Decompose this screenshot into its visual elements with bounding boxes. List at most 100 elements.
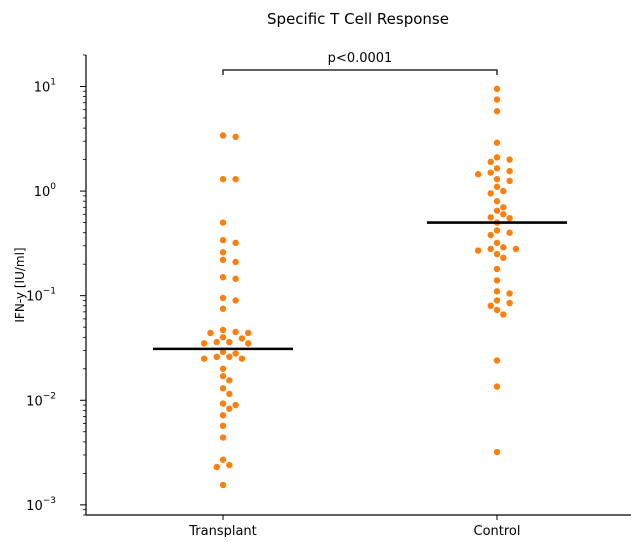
data-point-transplant (200, 340, 208, 347)
data-point-transplant (219, 132, 227, 139)
data-point-transplant (232, 328, 239, 336)
data-point-transplant (219, 411, 227, 419)
data-point-control (493, 227, 501, 234)
y-tick-label: 10−3 (26, 496, 56, 514)
data-point-transplant (219, 256, 227, 264)
data-point-transplant (219, 236, 227, 244)
data-point-transplant (219, 481, 227, 489)
data-point-transplant (219, 305, 227, 312)
data-point-control (493, 154, 501, 161)
data-point-transplant (219, 372, 227, 380)
data-point-control (506, 215, 513, 222)
data-point-control (506, 167, 513, 175)
data-point-control (500, 244, 507, 251)
data-point-control (506, 229, 513, 236)
data-point-transplant (232, 275, 239, 282)
data-point-control (487, 231, 494, 239)
data-point-transplant (226, 461, 233, 469)
data-point-control (500, 254, 507, 262)
data-point-transplant (213, 353, 220, 361)
data-point-control (493, 448, 501, 456)
data-point-transplant (207, 329, 214, 337)
data-point-transplant (219, 219, 227, 226)
data-point-control (493, 183, 501, 190)
data-point-control (500, 311, 507, 318)
data-point-control (506, 290, 513, 297)
data-point-transplant (213, 338, 220, 346)
data-point-control (493, 265, 501, 273)
data-point-transplant (226, 390, 233, 398)
data-point-transplant (219, 334, 227, 341)
y-tick-exponent: −2 (43, 391, 56, 401)
data-point-transplant (226, 377, 233, 384)
data-point-transplant (232, 175, 239, 183)
data-point-transplant (232, 258, 239, 266)
data-point-transplant (219, 422, 227, 430)
data-point-control (487, 214, 494, 221)
data-point-transplant (219, 175, 227, 183)
data-point-transplant (219, 456, 227, 463)
data-point-control (493, 139, 501, 146)
data-point-control (493, 165, 501, 172)
data-point-transplant (226, 353, 233, 361)
data-point-transplant (219, 400, 227, 407)
data-point-control (493, 207, 501, 214)
data-point-transplant (232, 297, 239, 304)
y-tick-exponent: −1 (43, 287, 56, 297)
data-point-control (493, 383, 501, 390)
x-tick-label-transplant: Transplant (188, 524, 257, 537)
data-point-transplant (219, 365, 227, 372)
marks-layer: p<0.0001 (153, 51, 567, 489)
data-point-transplant (226, 338, 233, 346)
data-point-transplant (219, 385, 227, 392)
data-point-transplant (200, 355, 208, 362)
data-point-transplant (226, 405, 233, 412)
data-point-control (506, 156, 513, 163)
data-point-transplant (232, 401, 239, 409)
data-point-transplant (219, 249, 227, 256)
data-point-control (506, 177, 513, 185)
data-point-control (474, 171, 482, 178)
data-point-control (493, 277, 501, 284)
data-point-control (487, 190, 494, 197)
data-point-transplant (219, 348, 227, 356)
data-point-control (487, 245, 494, 253)
y-tick-exponent: 1 (50, 77, 56, 87)
data-point-control (506, 299, 513, 307)
data-point-transplant (245, 340, 252, 347)
data-point-control (493, 85, 501, 93)
data-point-control (493, 198, 501, 205)
data-point-transplant (232, 133, 239, 141)
data-point-control (487, 169, 494, 176)
data-point-control (500, 204, 507, 211)
data-point-transplant (213, 463, 220, 471)
significance-label: p<0.0001 (328, 51, 393, 66)
data-point-transplant (219, 294, 227, 302)
data-point-transplant (219, 274, 227, 281)
y-tick-label: 10−2 (26, 391, 56, 409)
y-tick-label: 101 (34, 77, 56, 95)
y-tick-label: 100 (34, 182, 57, 200)
data-point-control (493, 108, 501, 115)
data-point-control (493, 288, 501, 295)
data-point-control (487, 302, 494, 310)
significance-bracket (222, 69, 498, 75)
data-point-control (493, 239, 501, 247)
data-point-control (500, 187, 507, 195)
data-point-control (493, 297, 501, 304)
y-tick-exponent: −3 (43, 496, 56, 506)
data-point-transplant (232, 350, 239, 357)
data-point-control (500, 211, 507, 218)
y-axis-label: IFN-y [IU/ml] (13, 247, 27, 322)
data-point-transplant (219, 326, 227, 334)
data-point-transplant (238, 335, 246, 342)
data-point-control (493, 306, 501, 314)
chart-title: Specific T Cell Response (267, 10, 449, 28)
y-tick-label: 10−1 (26, 287, 56, 305)
y-tick-exponent: 0 (50, 182, 56, 192)
data-point-control (474, 247, 482, 254)
data-point-transplant (238, 355, 246, 362)
data-point-control (493, 96, 501, 103)
